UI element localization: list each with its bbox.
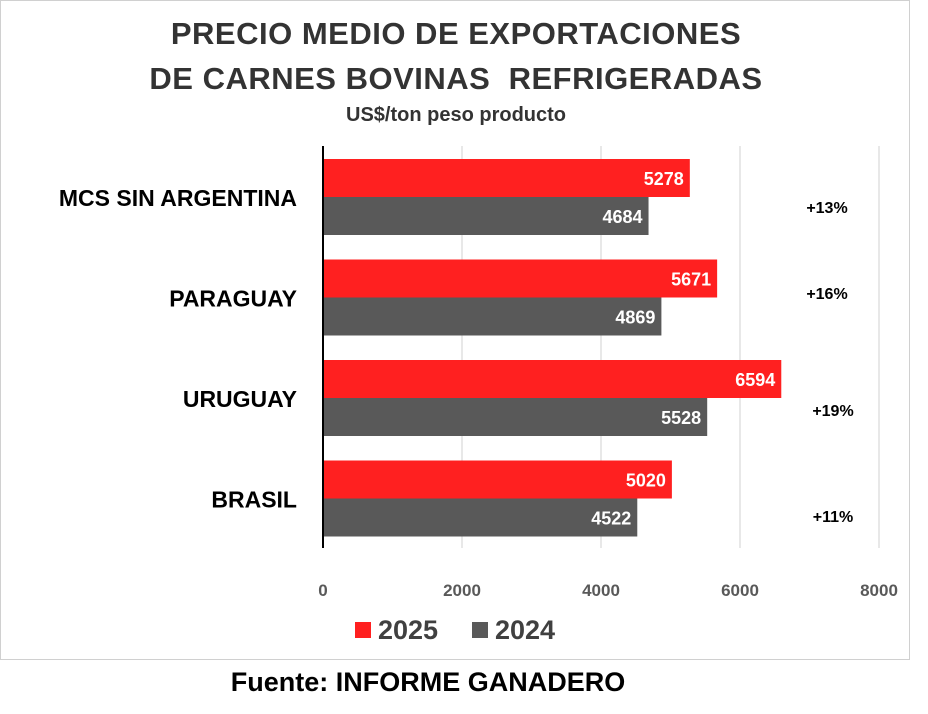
source-caption: Fuente: INFORME GANADERO [230,667,626,697]
x-tick-label-2: 4000 [582,581,620,600]
legend-swatch-2025 [355,622,371,638]
x-tick-label-0: 0 [318,581,327,600]
bar-2025-1 [323,259,718,298]
x-tick-label-1: 2000 [443,581,481,600]
bar-2024-0 [323,197,649,235]
data-label-2025-3: 5020 [626,471,666,491]
x-tick-label-4: 8000 [860,581,898,600]
bar-2025-0 [323,159,690,197]
change-annotation-1: +16% [806,286,847,303]
change-annotation-2: +19% [812,403,853,420]
data-label-2024-2: 5528 [661,408,701,428]
category-label-3: BRASIL [211,487,297,513]
bar-2024-1 [323,297,662,336]
x-tick-label-3: 6000 [721,581,759,600]
legend-label-2025: 2025 [378,615,438,645]
category-label-2: URUGUAY [183,386,297,412]
bar-2024-3 [323,498,638,537]
legend-swatch-2024 [472,622,488,638]
chart-subtitle: US$/ton peso producto [346,104,566,126]
category-label-1: PARAGUAY [169,286,297,312]
data-label-2024-0: 4684 [602,207,642,227]
data-label-2025-1: 5671 [671,270,711,290]
change-annotation-0: +13% [806,200,847,217]
data-label-2024-1: 4869 [615,308,655,328]
data-label-2025-2: 6594 [735,370,775,390]
bar-2025-3 [323,460,672,499]
category-label-0: MCS SIN ARGENTINA [59,185,297,211]
data-label-2024-3: 4522 [591,509,631,529]
bar-2024-2 [323,398,708,436]
chart-frame: PRECIO MEDIO DE EXPORTACIONES DE CARNES … [0,0,910,660]
bar-2025-2 [323,360,782,398]
legend-label-2024: 2024 [495,615,555,645]
data-label-2025-0: 5278 [644,169,684,189]
chart-title-line-2: DE CARNES BOVINAS REFRIGERADAS [149,61,763,96]
change-annotation-3: +11% [813,509,853,526]
chart-title-line-1: PRECIO MEDIO DE EXPORTACIONES [170,16,742,51]
